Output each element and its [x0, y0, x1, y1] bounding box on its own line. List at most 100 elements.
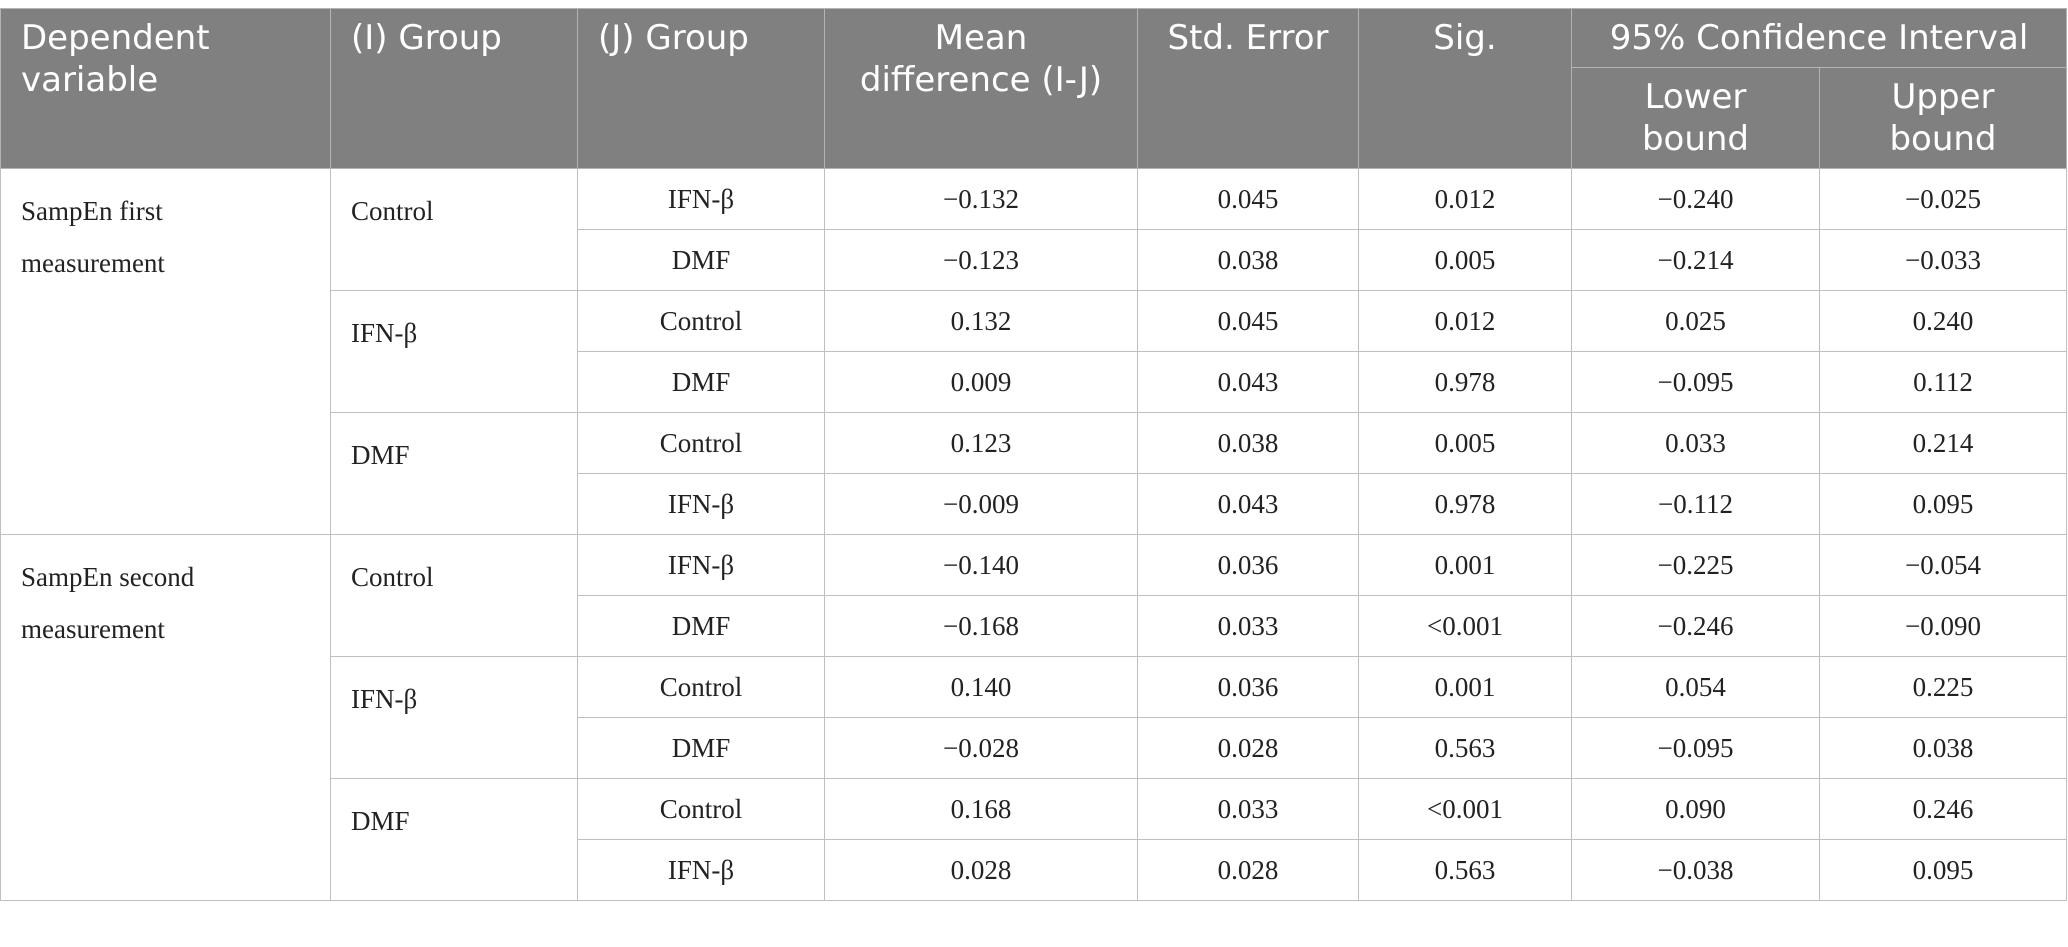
- sig-cell: 0.001: [1358, 534, 1572, 596]
- sig-cell: 0.012: [1358, 168, 1572, 230]
- std-error-cell: 0.043: [1137, 473, 1359, 535]
- mean-difference-cell: −0.168: [824, 595, 1138, 657]
- sig-cell: 0.001: [1358, 656, 1572, 718]
- upper-bound-cell: 0.038: [1819, 717, 2067, 779]
- dependent-variable-cell: SampEn second measurement: [0, 534, 331, 901]
- j-group-cell: IFN-β: [577, 534, 825, 596]
- std-error-cell: 0.036: [1137, 534, 1359, 596]
- mean-difference-cell: 0.140: [824, 656, 1138, 718]
- lower-bound-cell: −0.095: [1571, 717, 1820, 779]
- i-group-cell: Control: [330, 168, 578, 291]
- upper-bound-cell: −0.025: [1819, 168, 2067, 230]
- sig-cell: 0.563: [1358, 717, 1572, 779]
- upper-bound-cell: 0.095: [1819, 839, 2067, 901]
- lower-bound-cell: −0.112: [1571, 473, 1820, 535]
- lower-bound-cell: −0.225: [1571, 534, 1820, 596]
- table-header: Dependent variable (I) Group (J) Group M…: [0, 8, 2067, 169]
- header-i-group: (I) Group: [330, 8, 578, 169]
- table-row: DMF −0.168 0.033 <0.001 −0.246 −0.090: [1, 595, 2067, 657]
- lower-bound-cell: −0.038: [1571, 839, 1820, 901]
- j-group-cell: IFN-β: [577, 168, 825, 230]
- j-group-cell: DMF: [577, 229, 825, 291]
- mean-difference-cell: 0.123: [824, 412, 1138, 474]
- upper-bound-cell: 0.225: [1819, 656, 2067, 718]
- j-group-cell: DMF: [577, 717, 825, 779]
- j-group-cell: Control: [577, 656, 825, 718]
- header-confidence-interval: 95% Confidence Interval: [1571, 8, 2067, 68]
- table-row: DMF −0.123 0.038 0.005 −0.214 −0.033: [1, 229, 2067, 291]
- mean-difference-cell: 0.168: [824, 778, 1138, 840]
- mean-difference-cell: 0.009: [824, 351, 1138, 413]
- table-row: SampEn first measurement Control IFN-β −0.1…: [0, 168, 2067, 535]
- table-row: IFN-β 0.028 0.028 0.563 −0.038 0.095: [1, 839, 2067, 901]
- std-error-cell: 0.033: [1137, 595, 1359, 657]
- i-group-cell: IFN-β: [330, 290, 578, 413]
- i-group-cell: DMF: [330, 412, 578, 535]
- upper-bound-cell: 0.112: [1819, 351, 2067, 413]
- lower-bound-cell: 0.025: [1571, 290, 1820, 352]
- sig-cell: 0.978: [1358, 351, 1572, 413]
- j-group-cell: Control: [577, 778, 825, 840]
- mean-difference-cell: 0.132: [824, 290, 1138, 352]
- header-dependent-variable: Dependent variable: [0, 8, 331, 169]
- mean-difference-cell: 0.028: [824, 839, 1138, 901]
- lower-bound-cell: 0.033: [1571, 412, 1820, 474]
- mean-difference-cell: −0.132: [824, 168, 1138, 230]
- table-row: IFN-β −0.009 0.043 0.978 −0.112 0.095: [1, 473, 2067, 535]
- i-group-cell: Control: [330, 534, 578, 657]
- sig-cell: 0.005: [1358, 412, 1572, 474]
- lower-bound-cell: 0.054: [1571, 656, 1820, 718]
- sig-cell: 0.563: [1358, 839, 1572, 901]
- lower-bound-cell: −0.246: [1571, 595, 1820, 657]
- header-mean-difference: Mean difference (I-J): [824, 8, 1138, 169]
- sig-cell: <0.001: [1358, 595, 1572, 657]
- header-row: Dependent variable (I) Group (J) Group M…: [0, 8, 2067, 169]
- j-group-cell: DMF: [577, 595, 825, 657]
- table-row: DMF Control 0.168 0.033 <0.001 0.090 0.246: [1, 778, 2067, 901]
- j-group-cell: Control: [577, 290, 825, 352]
- mean-difference-cell: −0.140: [824, 534, 1138, 596]
- i-group-cell: DMF: [330, 778, 578, 901]
- std-error-cell: 0.038: [1137, 412, 1359, 474]
- table-row: IFN-β Control 0.140 0.036 0.001 0.054 0.225: [1, 656, 2067, 779]
- j-group-cell: IFN-β: [577, 473, 825, 535]
- header-std-error: Std. Error: [1137, 8, 1359, 169]
- std-error-cell: 0.038: [1137, 229, 1359, 291]
- std-error-cell: 0.028: [1137, 717, 1359, 779]
- std-error-cell: 0.045: [1137, 168, 1359, 230]
- j-group-cell: DMF: [577, 351, 825, 413]
- std-error-cell: 0.033: [1137, 778, 1359, 840]
- std-error-cell: 0.036: [1137, 656, 1359, 718]
- table-row: SampEn second measurement Control IFN-β −0.…: [0, 534, 2067, 901]
- header-j-group: (J) Group: [577, 8, 825, 169]
- table-row: DMF 0.009 0.043 0.978 −0.095 0.112: [1, 351, 2067, 413]
- sig-cell: 0.978: [1358, 473, 1572, 535]
- lower-bound-cell: −0.214: [1571, 229, 1820, 291]
- header-sig: Sig.: [1358, 8, 1572, 169]
- upper-bound-cell: −0.054: [1819, 534, 2067, 596]
- posthoc-comparison-table: Dependent variable (I) Group (J) Group M…: [0, 8, 2067, 901]
- sig-cell: 0.005: [1358, 229, 1572, 291]
- std-error-cell: 0.028: [1137, 839, 1359, 901]
- header-upper-bound: Upper bound: [1819, 67, 2067, 169]
- sig-cell: <0.001: [1358, 778, 1572, 840]
- header-subrow: Lower bound Upper bound: [1, 67, 2067, 169]
- mean-difference-cell: −0.028: [824, 717, 1138, 779]
- dependent-variable-cell: SampEn first measurement: [0, 168, 331, 535]
- table-row: IFN-β Control 0.132 0.045 0.012 0.025 0.240: [1, 290, 2067, 413]
- std-error-cell: 0.043: [1137, 351, 1359, 413]
- lower-bound-cell: −0.240: [1571, 168, 1820, 230]
- j-group-cell: Control: [577, 412, 825, 474]
- sig-cell: 0.012: [1358, 290, 1572, 352]
- mean-difference-cell: −0.123: [824, 229, 1138, 291]
- upper-bound-cell: 0.240: [1819, 290, 2067, 352]
- upper-bound-cell: 0.214: [1819, 412, 2067, 474]
- upper-bound-cell: −0.033: [1819, 229, 2067, 291]
- i-group-cell: IFN-β: [330, 656, 578, 779]
- lower-bound-cell: 0.090: [1571, 778, 1820, 840]
- mean-difference-cell: −0.009: [824, 473, 1138, 535]
- j-group-cell: IFN-β: [577, 839, 825, 901]
- upper-bound-cell: 0.246: [1819, 778, 2067, 840]
- lower-bound-cell: −0.095: [1571, 351, 1820, 413]
- table-row: DMF Control 0.123 0.038 0.005 0.033 0.214: [1, 412, 2067, 535]
